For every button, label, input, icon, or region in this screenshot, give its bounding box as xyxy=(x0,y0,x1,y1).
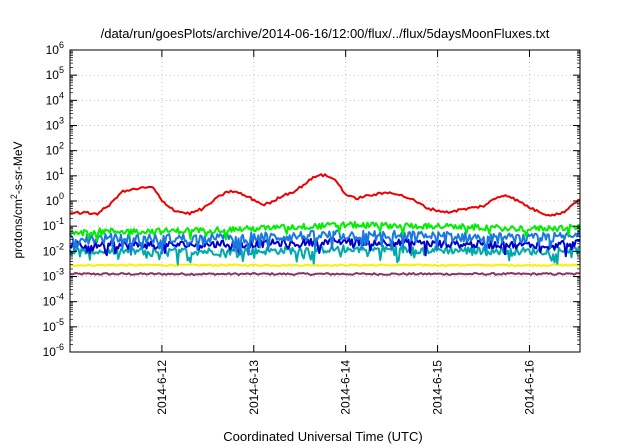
x-tick-label: 2014-6-14 xyxy=(339,360,353,415)
y-axis-label: protons/cm2-s-sr-MeV xyxy=(9,141,25,258)
y-tick-label: 10-4 xyxy=(43,292,64,309)
series-lines xyxy=(69,173,581,276)
y-tick-label: 104 xyxy=(46,90,64,107)
y-tick-label: 103 xyxy=(46,116,64,133)
series-line xyxy=(69,272,581,276)
series-line xyxy=(69,221,581,242)
x-tick-label: 2014-6-13 xyxy=(247,360,261,415)
y-tick-label: 10-5 xyxy=(43,317,64,334)
y-tick-label: 10-6 xyxy=(43,342,64,359)
x-tick-label: 2014-6-16 xyxy=(522,360,536,415)
x-axis-ticks: 2014-6-12 2014-6-13 2014-6-14 2014-6-15 2014… xyxy=(155,50,536,415)
y-tick-label: 101 xyxy=(46,166,64,183)
y-tick-label: 10-2 xyxy=(43,241,64,258)
x-tick-label: 2014-6-12 xyxy=(155,360,169,415)
series-line xyxy=(69,237,581,258)
x-axis-label: Coordinated Universal Time (UTC) xyxy=(223,429,422,444)
y-tick-label: 102 xyxy=(46,141,64,158)
series-line xyxy=(69,173,581,217)
series-line xyxy=(69,263,581,267)
y-tick-label: 100 xyxy=(46,191,64,208)
x-tick-label: 2014-6-15 xyxy=(431,360,445,415)
y-tick-label: 10-1 xyxy=(43,216,64,233)
chart-title: /data/run/goesPlots/archive/2014-06-16/1… xyxy=(101,26,550,41)
y-tick-label: 106 xyxy=(46,40,64,57)
y-tick-label: 105 xyxy=(46,65,64,82)
y-tick-label: 10-3 xyxy=(43,267,64,284)
